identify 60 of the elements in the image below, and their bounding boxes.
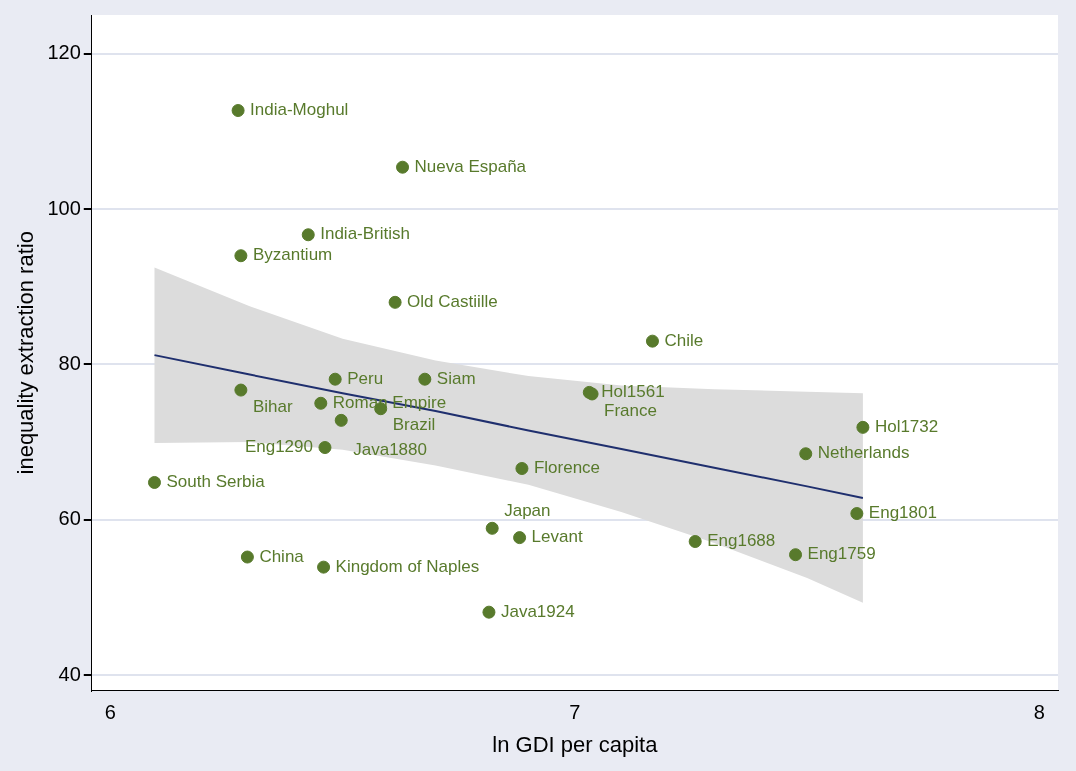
point	[301, 228, 315, 242]
annotation: Java1880	[353, 440, 427, 460]
point	[688, 535, 702, 548]
annotation: Hol1732	[874, 417, 939, 437]
point	[328, 372, 342, 386]
point	[789, 548, 803, 562]
point	[513, 531, 527, 545]
point	[645, 334, 659, 348]
annotation: South Serbia	[166, 472, 266, 492]
y-tick-label: 120	[47, 41, 81, 64]
point	[240, 550, 254, 564]
annotation: Hol1561	[601, 382, 665, 402]
annotation: China	[259, 546, 305, 566]
point	[234, 383, 248, 397]
point	[482, 605, 496, 619]
point	[515, 462, 529, 476]
annotation: India-Moghul	[250, 100, 349, 120]
point	[856, 420, 870, 434]
x-axis-title: ln GDI per capita	[492, 731, 659, 757]
point	[799, 447, 813, 461]
annotation: Japan	[504, 500, 551, 520]
y-tick-label: 40	[58, 662, 81, 685]
point	[418, 372, 432, 386]
annotation: Byzantium	[252, 245, 333, 265]
annotation: Netherlands	[817, 443, 910, 463]
annotation: Nueva España	[414, 156, 527, 176]
annotation: Florence	[533, 458, 601, 478]
annotation: Old Castiille	[407, 292, 498, 312]
y-axis-title: inequality extraction ratio	[13, 231, 39, 475]
point	[231, 104, 245, 118]
x-tick-label: 7	[569, 701, 581, 724]
annotation: Java1924	[500, 601, 575, 621]
x-tick-label: 6	[104, 701, 116, 724]
point	[850, 507, 864, 521]
x-tick-label: 8	[1033, 701, 1045, 724]
annotation: Chile	[664, 330, 704, 350]
annotation: Eng1290	[244, 437, 313, 457]
annotation: Kingdom of Naples	[335, 556, 480, 576]
point	[317, 560, 331, 574]
annotation: Eng1759	[807, 544, 876, 564]
y-tick-label: 80	[58, 351, 81, 374]
y-tick-label: 60	[58, 507, 81, 530]
point	[334, 413, 348, 427]
annotation: Eng1801	[868, 503, 937, 523]
annotation: Siam	[436, 368, 476, 388]
annotation: France	[604, 400, 657, 420]
point	[147, 475, 161, 489]
point	[314, 396, 328, 410]
annotation: Bihar	[252, 396, 293, 416]
point	[396, 160, 410, 174]
annotation: Levant	[531, 527, 583, 547]
annotation: India-British	[320, 224, 411, 244]
annotation: Eng1688	[707, 531, 776, 551]
annotation: Brazil	[392, 415, 436, 435]
point	[234, 249, 248, 263]
annotation: Peru	[347, 368, 384, 388]
y-tick-label: 100	[47, 196, 81, 219]
point	[318, 441, 332, 455]
point	[485, 521, 499, 535]
point	[388, 295, 402, 309]
